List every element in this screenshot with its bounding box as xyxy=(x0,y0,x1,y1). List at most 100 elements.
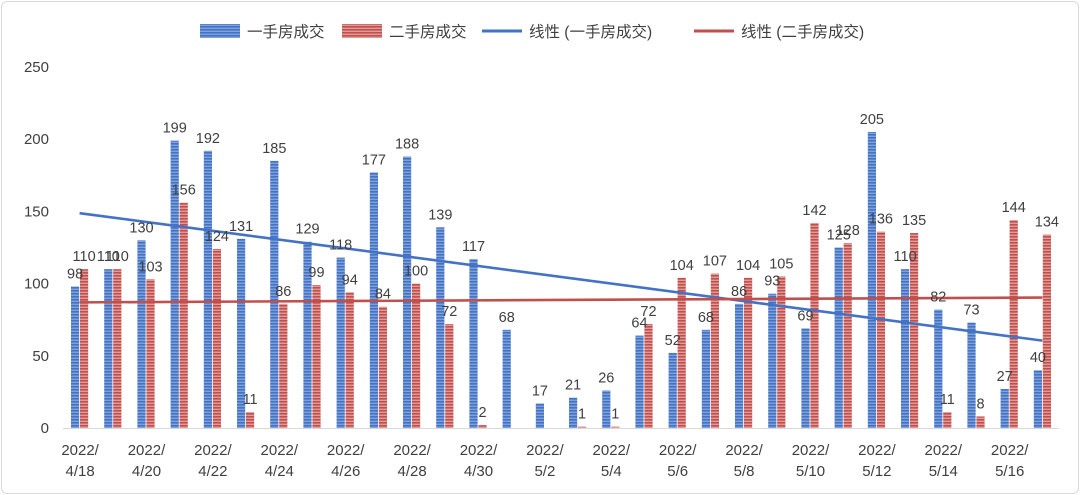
bar-series-1 xyxy=(403,156,412,428)
x-tick-label: 4/18 xyxy=(65,463,94,480)
bar-series-1 xyxy=(602,390,611,428)
legend-label: 二手房成交 xyxy=(389,23,467,41)
x-tick-label: 2022/ xyxy=(128,442,166,459)
data-label: 129 xyxy=(295,222,319,238)
x-tick-label: 4/28 xyxy=(397,463,426,480)
data-label: 199 xyxy=(163,121,187,137)
data-label: 130 xyxy=(129,220,153,236)
legend-swatch xyxy=(342,24,382,38)
x-tick-label: 5/10 xyxy=(796,463,825,480)
data-label: 40 xyxy=(1030,350,1046,366)
bar-series-2 xyxy=(677,277,686,428)
x-tick-label: 2022/ xyxy=(61,442,99,459)
data-label: 110 xyxy=(894,249,917,265)
bar-series-1 xyxy=(735,303,744,428)
bar-series-2 xyxy=(212,248,221,428)
data-label: 73 xyxy=(963,303,979,319)
bar-series-2 xyxy=(246,412,255,428)
x-tick-label: 2022/ xyxy=(659,442,697,459)
bar-series-2 xyxy=(876,231,885,428)
bar-series-1 xyxy=(137,240,146,428)
data-label: 69 xyxy=(797,308,813,324)
data-label: 27 xyxy=(997,369,1013,385)
data-label: 205 xyxy=(860,112,884,128)
data-label: 72 xyxy=(640,304,656,320)
data-label: 2 xyxy=(478,405,486,421)
data-label: 21 xyxy=(565,378,581,394)
data-label: 98 xyxy=(67,266,83,282)
bar-series-2 xyxy=(378,306,387,428)
bar-series-2 xyxy=(146,279,155,428)
bar-series-1 xyxy=(535,403,544,428)
data-label: 104 xyxy=(736,258,760,274)
x-tick-label: 5/8 xyxy=(734,463,755,480)
bar-series-2 xyxy=(279,303,288,428)
x-tick-label: 5/2 xyxy=(534,463,555,480)
x-tick-label: 4/30 xyxy=(464,463,493,480)
x-tick-label: 5/6 xyxy=(667,463,688,480)
data-label: 156 xyxy=(172,183,196,199)
y-tick-label: 150 xyxy=(24,203,49,220)
x-tick-label: 2022/ xyxy=(460,442,498,459)
data-label: 107 xyxy=(703,253,727,269)
x-tick-label: 2022/ xyxy=(393,442,431,459)
x-tick-label: 2022/ xyxy=(526,442,564,459)
data-label: 131 xyxy=(229,219,253,235)
data-label: 135 xyxy=(902,213,926,229)
bar-series-1 xyxy=(237,238,246,428)
x-tick-label: 5/14 xyxy=(929,463,958,480)
bar-series-1 xyxy=(436,227,445,428)
data-label: 1 xyxy=(611,407,619,423)
y-tick-label: 200 xyxy=(24,131,49,148)
bar-series-1 xyxy=(203,150,212,428)
data-label: 105 xyxy=(769,256,793,272)
bar-series-2 xyxy=(478,425,487,428)
data-label: 124 xyxy=(205,229,229,245)
bar-series-2 xyxy=(1009,220,1018,428)
data-label: 11 xyxy=(940,392,955,408)
x-tick-label: 2022/ xyxy=(327,442,365,459)
data-label: 26 xyxy=(598,370,614,386)
bar-series-1 xyxy=(834,247,843,428)
x-tick-label: 2022/ xyxy=(925,442,963,459)
bar-series-2 xyxy=(744,277,753,428)
bar-series-2 xyxy=(445,324,454,428)
x-tick-label: 4/22 xyxy=(198,463,227,480)
bar-series-2 xyxy=(644,324,653,428)
bar-series-1 xyxy=(967,322,976,428)
data-label: 93 xyxy=(764,274,780,290)
bar-series-1 xyxy=(569,397,578,428)
data-label: 84 xyxy=(375,287,391,303)
data-label: 128 xyxy=(836,223,860,239)
bar-series-1 xyxy=(668,352,677,428)
bar-series-2 xyxy=(710,273,719,428)
bar-series-2 xyxy=(843,243,852,428)
y-tick-label: 50 xyxy=(32,348,49,365)
data-label: 139 xyxy=(428,207,452,223)
x-tick-label: 2022/ xyxy=(991,442,1029,459)
data-label: 117 xyxy=(462,239,485,255)
trendline-series-1 xyxy=(79,211,1043,342)
bar-series-1 xyxy=(71,286,80,428)
bar-series-1 xyxy=(270,160,279,429)
data-label: 100 xyxy=(404,264,428,280)
y-tick-label: 250 xyxy=(24,59,49,76)
data-label: 68 xyxy=(698,310,714,326)
data-label: 99 xyxy=(308,265,324,281)
bar-series-1 xyxy=(170,140,179,429)
bar-series-2 xyxy=(80,269,89,428)
bar-series-2 xyxy=(611,426,620,428)
data-label: 134 xyxy=(1035,215,1059,231)
x-tick-label: 5/4 xyxy=(601,463,622,480)
bar-series-1 xyxy=(1000,389,1009,428)
x-tick-label: 2022/ xyxy=(194,442,232,459)
y-tick-label: 100 xyxy=(24,276,49,293)
data-label: 125 xyxy=(827,228,851,244)
bar-series-1 xyxy=(502,329,511,428)
bar-series-2 xyxy=(312,285,321,428)
x-tick-label: 2022/ xyxy=(792,442,830,459)
bar-series-2 xyxy=(412,283,421,428)
data-label: 177 xyxy=(362,152,386,168)
legend-item: 线性 (二手房成交) xyxy=(694,23,864,41)
bar-series-2 xyxy=(578,426,587,428)
